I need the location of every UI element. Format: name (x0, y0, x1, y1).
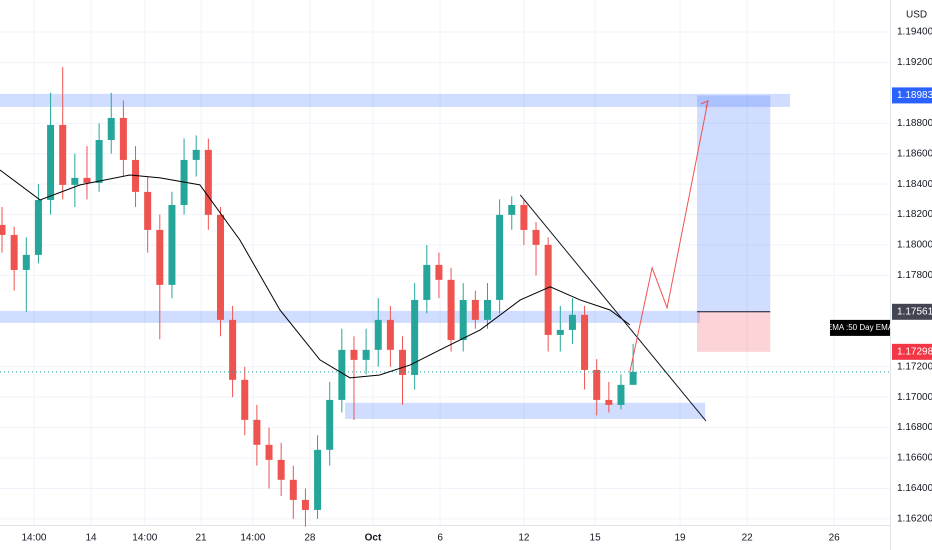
y-tick-label: 1.16200 (897, 514, 932, 525)
y-tick-label: 1.18400 (897, 179, 932, 190)
candle-body (83, 177, 91, 183)
y-tick-label: 1.19400 (897, 27, 932, 38)
candle-body (593, 369, 601, 400)
candle-body (532, 229, 540, 245)
candle-body (471, 299, 479, 320)
entry-badge-bg (892, 303, 932, 320)
projection-arrowhead (700, 100, 709, 109)
ema-line (0, 169, 631, 379)
candle-body (350, 349, 358, 360)
candle-body (544, 244, 552, 335)
candle-body (10, 234, 18, 270)
candle-body (168, 204, 176, 285)
x-tick-label: Oct (365, 533, 382, 544)
candle-body (314, 449, 322, 510)
candle-body (289, 479, 297, 500)
zone (0, 310, 700, 323)
candle-body (447, 279, 455, 340)
candle-body (59, 124, 67, 185)
target-area (697, 95, 771, 312)
candle-body (301, 499, 309, 510)
x-tick-label: 14:00 (132, 533, 157, 544)
x-tick-label: 22 (742, 533, 754, 544)
y-tick-label: 1.17200 (897, 361, 932, 372)
stop-badge-bg (892, 343, 932, 360)
candle-body (496, 214, 504, 300)
projection-path (629, 100, 709, 373)
candle-body (34, 199, 42, 255)
trendline (519, 194, 707, 422)
target-badge-bg (892, 87, 932, 104)
candle-body (22, 254, 30, 270)
y-tick-label: 1.17000 (897, 392, 932, 403)
candle-body (107, 117, 115, 140)
y-tick-label: 1.18000 (897, 240, 932, 251)
x-tick-label: 6 (437, 533, 443, 544)
x-tick-label: 12 (518, 533, 530, 544)
x-tick-label: 15 (590, 533, 602, 544)
candle-body (253, 419, 261, 445)
x-tick-label: 21 (195, 533, 207, 544)
candle-body (192, 149, 200, 160)
candle-body (556, 329, 564, 335)
target-badge: 1.18983 (897, 90, 932, 101)
candle-body (386, 319, 394, 350)
y-tick-label: 1.18800 (897, 118, 932, 129)
candle-body (374, 319, 382, 350)
x-tick-label: 28 (304, 533, 316, 544)
candle-body (629, 371, 637, 385)
x-tick-label: 19 (674, 533, 686, 544)
currency: USD (906, 10, 927, 21)
y-tick-label: 1.18200 (897, 209, 932, 220)
candle-body (144, 191, 152, 230)
candle-body (617, 384, 625, 405)
candle-body (216, 214, 224, 320)
candle-body (204, 149, 212, 215)
candle-body (568, 314, 576, 330)
candle-body (95, 140, 103, 183)
candle-body (326, 399, 334, 450)
candle-body (520, 204, 528, 230)
x-tick-label: 14:00 (21, 533, 46, 544)
candle-body (338, 349, 346, 400)
candle-body (483, 299, 491, 320)
y-tick-label: 1.16800 (897, 422, 932, 433)
candle-body (241, 379, 249, 420)
candle-body (229, 319, 237, 380)
zone (0, 93, 791, 107)
candle-body (277, 459, 285, 480)
candle-body (119, 117, 127, 160)
zone (345, 402, 706, 419)
candle-body (265, 444, 273, 460)
entry-badge: 1.17561 (897, 306, 932, 317)
candle-body (156, 229, 164, 285)
candle-body (581, 314, 589, 370)
candle-body (508, 204, 516, 215)
candle-body (399, 349, 407, 375)
y-tick-label: 1.19200 (897, 57, 932, 68)
candle-body (71, 177, 79, 185)
candle-body (605, 399, 613, 405)
y-tick-label: 1.16600 (897, 453, 932, 464)
stop-badge: 1.17298 (897, 346, 932, 357)
y-tick-label: 1.18600 (897, 148, 932, 159)
candle-body (435, 264, 443, 280)
x-tick-label: 26 (829, 533, 841, 544)
y-tick-label: 1.16400 (897, 483, 932, 494)
candle-body (411, 299, 419, 375)
stop-area (697, 311, 771, 352)
candle-body (423, 264, 431, 300)
ema-badge: EMA :50 Day EMA (827, 323, 894, 332)
candle-body (362, 349, 370, 360)
ema-badge-bg (830, 319, 890, 336)
candle-body (0, 224, 6, 235)
x-tick-label: 14:00 (240, 533, 265, 544)
x-tick-label: 14 (85, 533, 97, 544)
candle-body (459, 299, 467, 340)
y-tick-label: 1.17800 (897, 270, 932, 281)
candle-body (47, 124, 55, 200)
